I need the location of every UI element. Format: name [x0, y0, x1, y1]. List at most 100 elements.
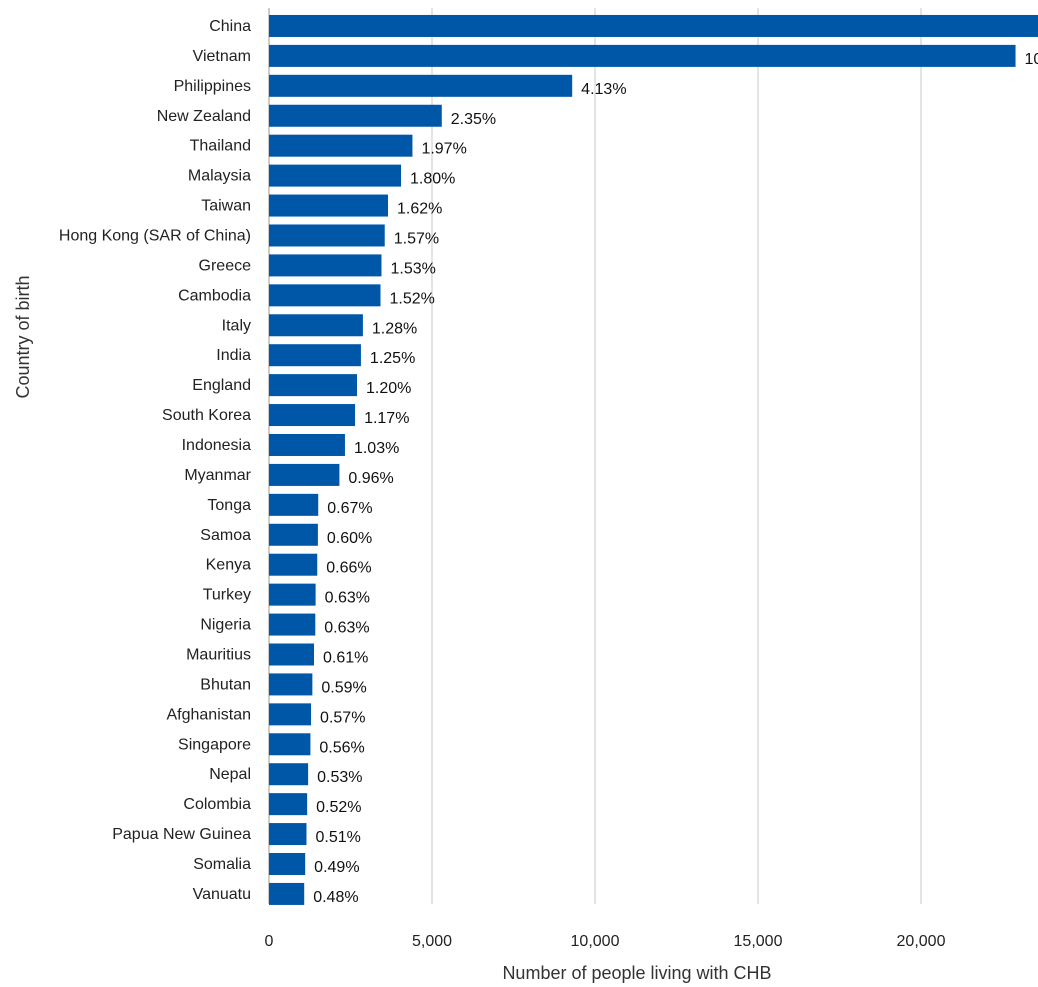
bar — [269, 703, 312, 726]
category-label: Bhutan — [200, 676, 251, 693]
data-label: 10.15% — [1025, 51, 1038, 68]
data-label: 0.66% — [326, 560, 371, 577]
bar — [269, 853, 306, 876]
data-label: 2.35% — [451, 111, 496, 128]
data-label: 0.60% — [327, 530, 372, 547]
x-tick-label: 5,000 — [412, 933, 452, 950]
category-label: Somalia — [193, 856, 251, 873]
bar — [269, 254, 382, 277]
category-label: Italy — [222, 317, 251, 334]
x-tick-labels: 05,00010,00015,00020,00025,00030,00035,0… — [265, 933, 946, 950]
bar — [269, 493, 319, 516]
bar — [269, 763, 309, 786]
bar — [269, 613, 316, 636]
bars — [269, 14, 1038, 905]
data-label: 0.48% — [313, 889, 358, 906]
category-label: Kenya — [206, 557, 251, 574]
category-label: Singapore — [178, 736, 251, 753]
x-tick-label: 0 — [265, 933, 274, 950]
data-label: 0.53% — [317, 769, 362, 786]
x-tick-label: 10,000 — [571, 933, 620, 950]
bar — [269, 224, 385, 247]
bar — [269, 433, 345, 456]
data-label: 1.62% — [397, 201, 442, 218]
bar — [269, 823, 307, 846]
bar — [269, 404, 356, 427]
bar — [269, 194, 388, 217]
category-label: Vietnam — [193, 48, 251, 65]
bar — [269, 733, 311, 756]
bar — [269, 793, 308, 816]
data-label: 1.20% — [366, 380, 411, 397]
bar — [269, 583, 316, 606]
data-label: 1.53% — [390, 260, 435, 277]
data-label: 0.49% — [314, 859, 359, 876]
category-label: Thailand — [190, 138, 251, 155]
data-label: 0.67% — [327, 500, 372, 517]
category-label: Malaysia — [188, 168, 251, 185]
category-label: Taiwan — [201, 198, 251, 215]
bar — [269, 284, 381, 307]
data-label: 1.57% — [394, 230, 439, 247]
category-label: Mauritius — [186, 646, 251, 663]
bar — [269, 673, 313, 696]
category-label: Turkey — [203, 587, 251, 604]
data-label: 1.25% — [370, 350, 415, 367]
bar — [269, 523, 318, 546]
category-label: Nepal — [209, 766, 251, 783]
category-label: Greece — [199, 257, 252, 274]
data-label: 0.52% — [316, 799, 361, 816]
bar — [269, 643, 314, 666]
bar — [269, 344, 361, 367]
category-label: Samoa — [200, 527, 251, 544]
category-label: Cambodia — [178, 287, 251, 304]
category-label: South Korea — [162, 407, 251, 424]
data-label: 1.80% — [410, 171, 455, 188]
category-label: Philippines — [174, 78, 251, 95]
data-label: 0.63% — [324, 620, 369, 637]
data-label: 1.97% — [421, 141, 466, 158]
category-label: Vanuatu — [193, 886, 251, 903]
bar — [269, 164, 402, 187]
x-tick-label: 15,000 — [734, 933, 783, 950]
data-label: 4.13% — [581, 81, 626, 98]
category-label: England — [192, 377, 251, 394]
data-labels: 18.52%10.15%4.13%2.35%1.97%1.80%1.62%1.5… — [313, 51, 1038, 906]
category-labels: China Vietnam Philippines New Zealand Thaila… — [59, 18, 252, 903]
data-label: 0.59% — [321, 679, 366, 696]
category-label: Colombia — [183, 796, 251, 813]
bar — [269, 463, 340, 486]
data-label: 0.51% — [315, 829, 360, 846]
bar — [269, 882, 305, 905]
data-label: 0.63% — [325, 590, 370, 607]
data-label: 1.52% — [389, 290, 434, 307]
data-label: 0.57% — [320, 709, 365, 726]
data-label: 0.61% — [323, 649, 368, 666]
bar — [269, 553, 318, 576]
data-label: 1.03% — [354, 440, 399, 457]
bar — [269, 74, 573, 97]
data-label: 0.56% — [319, 739, 364, 756]
category-label: Tonga — [207, 497, 251, 514]
bar — [269, 374, 358, 397]
category-label: Nigeria — [200, 617, 251, 634]
data-label: 1.17% — [364, 410, 409, 427]
y-axis-title: Country of birth — [13, 275, 33, 398]
category-label: India — [216, 347, 251, 364]
bar — [269, 314, 363, 337]
category-label: China — [209, 18, 251, 35]
category-label: New Zealand — [157, 108, 251, 125]
bar — [269, 14, 1038, 37]
category-label: Indonesia — [182, 437, 251, 454]
category-label: Papua New Guinea — [112, 826, 251, 843]
category-label: Hong Kong (SAR of China) — [59, 227, 251, 244]
bar — [269, 104, 442, 127]
bar — [269, 44, 1016, 67]
data-label: 0.96% — [348, 470, 393, 487]
x-tick-label: 20,000 — [897, 933, 946, 950]
category-label: Afghanistan — [166, 706, 251, 723]
bar — [269, 134, 413, 157]
x-axis-title: Number of people living with CHB — [502, 963, 771, 983]
data-label: 1.28% — [372, 320, 417, 337]
